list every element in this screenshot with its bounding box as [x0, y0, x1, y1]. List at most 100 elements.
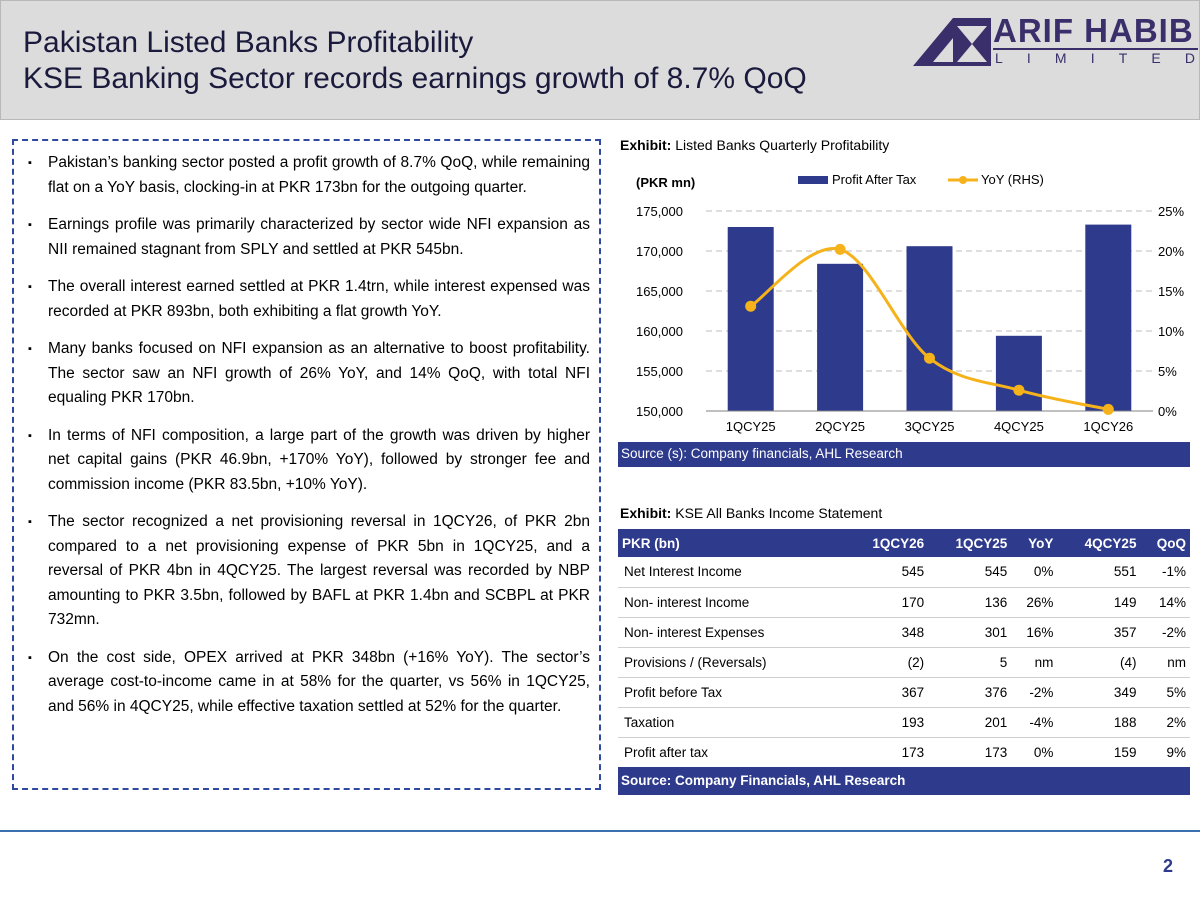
- bullet-square-icon: ▪: [28, 343, 32, 355]
- table-header-row: PKR (bn) 1QCY26 1QCY25 YoY 4QCY25 QoQ: [618, 529, 1190, 557]
- table-cell: 149: [1057, 587, 1141, 618]
- summary-bullet-text: Earnings profile was primarily character…: [48, 216, 590, 258]
- legend-swatch-bar: [798, 176, 828, 184]
- table-cell: 193: [845, 707, 929, 738]
- bullet-square-icon: ▪: [28, 651, 32, 664]
- table-row-label: Non- interest Income: [618, 587, 846, 618]
- summary-bullet: ▪ Pakistan’s banking sector posted a prof…: [24, 151, 590, 200]
- y-axis-label: (PKR mn): [636, 175, 695, 190]
- table-cell: 136: [928, 587, 1012, 618]
- table-column-header: YoY: [1011, 529, 1058, 557]
- table-cell: 170: [845, 587, 929, 618]
- page-header: Pakistan Listed Banks Profitability KSE …: [0, 0, 1200, 120]
- summary-bullet: ▪ The overall interest earned settled at …: [24, 275, 590, 324]
- y-tick-label: 150,000: [636, 404, 683, 419]
- table-cell: 201: [928, 707, 1012, 738]
- bullet-square-icon: ▪: [28, 219, 32, 231]
- table-column-header: PKR (bn): [618, 529, 846, 557]
- exhibit2-title: Exhibit: KSE All Banks Income Statement: [620, 505, 882, 521]
- y-tick-label: 165,000: [636, 284, 683, 299]
- line-point-yoy: [924, 352, 935, 364]
- table-cell: -2%: [1140, 617, 1190, 648]
- logo-divider: [993, 48, 1198, 50]
- summary-bullet: ▪ In terms of NFI composition, a large pa…: [24, 424, 590, 498]
- table-cell: 2%: [1140, 707, 1190, 738]
- exhibit2-title-text: KSE All Banks Income Statement: [675, 505, 883, 521]
- table-cell: 545: [928, 557, 1012, 588]
- table-column-header: 1QCY25: [928, 529, 1012, 557]
- table-cell: 159: [1057, 737, 1141, 768]
- exhibit1-title: Exhibit: Listed Banks Quarterly Profitab…: [620, 137, 889, 153]
- table-row: Profit after tax 173 173 0% 159 9%: [618, 737, 1190, 768]
- table-cell: (4): [1057, 647, 1141, 678]
- exhibit1-label: Exhibit:: [620, 137, 672, 153]
- table-cell: 376: [928, 677, 1012, 708]
- summary-bullet-text: On the cost side, OPEX arrived at PKR 34…: [48, 648, 590, 715]
- table-row: Profit before Tax 367 376 -2% 349 5%: [618, 677, 1190, 708]
- y-tick-label: 160,000: [636, 324, 683, 339]
- table-row-label: Provisions / (Reversals): [618, 647, 846, 678]
- table-cell: (2): [845, 647, 929, 678]
- table-cell: 188: [1057, 707, 1141, 738]
- x-tick-label: 1QCY26: [1083, 419, 1133, 434]
- table-cell: 357: [1057, 617, 1141, 648]
- y-tick-label: 155,000: [636, 364, 683, 379]
- summary-bullet-text: The sector recognized a net provisioning…: [48, 513, 590, 628]
- table-row-label: Taxation: [618, 707, 846, 738]
- table-cell: 367: [845, 677, 929, 708]
- bar-profit-after-tax: [906, 246, 953, 411]
- bullet-square-icon: ▪: [28, 157, 32, 169]
- page-subtitle: KSE Banking Sector records earnings grow…: [23, 62, 807, 95]
- table-column-header: 4QCY25: [1057, 529, 1141, 557]
- summary-bullet-text: The overall interest earned settled at P…: [48, 278, 590, 320]
- logo-wordmark: ARIF HABIB: [993, 12, 1194, 49]
- bar-profit-after-tax: [817, 263, 864, 411]
- table-cell: -2%: [1011, 677, 1058, 708]
- summary-bullet: ▪ Earnings profile was primarily characte…: [24, 213, 590, 262]
- bar-profit-after-tax: [995, 335, 1042, 411]
- table-cell: 26%: [1011, 587, 1058, 618]
- table-cell: 348: [845, 617, 929, 648]
- summary-bullet-text: In terms of NFI composition, a large par…: [48, 426, 590, 493]
- summary-bullet: ▪ The sector recognized a net provisionin…: [24, 510, 590, 633]
- table-row: Non- interest Income 170 136 26% 149 14%: [618, 587, 1190, 618]
- table-cell: 5: [928, 647, 1012, 678]
- y-tick-label: 170,000: [636, 244, 683, 259]
- income-statement-table: PKR (bn) 1QCY26 1QCY25 YoY 4QCY25 QoQ Net Int…: [618, 529, 1190, 768]
- company-logo: ARIF HABIB L I M I T E D: [913, 14, 1198, 66]
- legend-marker: [959, 176, 967, 184]
- table-cell: 16%: [1011, 617, 1058, 648]
- table-cell: 551: [1057, 557, 1141, 588]
- y2-tick-label: 20%: [1158, 244, 1184, 259]
- table-cell: 173: [845, 737, 929, 768]
- summary-bullet-text: Pakistan’s banking sector posted a profi…: [48, 154, 590, 196]
- table-cell: -1%: [1140, 557, 1190, 588]
- table-cell: 14%: [1140, 587, 1190, 618]
- x-tick-label: 4QCY25: [994, 419, 1044, 434]
- exhibit2-source: Source: Company Financials, AHL Research: [618, 767, 1190, 795]
- x-tick-label: 3QCY25: [905, 419, 955, 434]
- bullet-square-icon: ▪: [28, 281, 32, 293]
- legend-label: YoY (RHS): [981, 172, 1044, 187]
- x-tick-label: 2QCY25: [815, 419, 865, 434]
- y2-tick-label: 25%: [1158, 204, 1184, 219]
- summary-box: ▪ Pakistan’s banking sector posted a prof…: [12, 139, 601, 790]
- table-column-header: 1QCY26: [845, 529, 929, 557]
- exhibit1-source: Source (s): Company financials, AHL Rese…: [618, 442, 1190, 467]
- line-point-yoy: [745, 300, 757, 312]
- y2-tick-label: 10%: [1158, 324, 1184, 339]
- summary-bullet-text: Many banks focused on NFI expansion as a…: [48, 340, 590, 406]
- bullet-square-icon: ▪: [28, 429, 32, 442]
- table-cell: 0%: [1011, 737, 1058, 768]
- y-tick-label: 175,000: [636, 204, 683, 219]
- table-cell: 0%: [1011, 557, 1058, 588]
- footer-divider: [0, 830, 1200, 832]
- table-cell: 301: [928, 617, 1012, 648]
- logo-mark-icon: [913, 18, 991, 66]
- y2-tick-label: 5%: [1158, 364, 1177, 379]
- table-row: Provisions / (Reversals) (2) 5 nm (4) nm: [618, 647, 1190, 678]
- summary-bullet: ▪ On the cost side, OPEX arrived at PKR 3…: [24, 646, 590, 720]
- bar-profit-after-tax: [727, 227, 774, 411]
- table-cell: 545: [845, 557, 929, 588]
